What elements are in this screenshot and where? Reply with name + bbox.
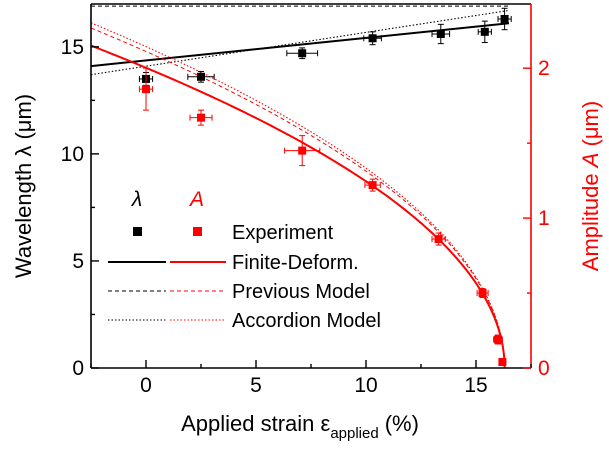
wavelength-marker xyxy=(298,49,307,58)
amplitude-marker xyxy=(197,113,205,122)
legend-header-amplitude: A xyxy=(188,188,204,211)
axes: 0 5 10 15 0 5 10 15 0 1 2 xyxy=(61,3,550,397)
amplitude-marker xyxy=(498,358,507,367)
wavelength-marker xyxy=(436,29,445,38)
wavelength-point xyxy=(363,31,382,46)
amplitude-point xyxy=(476,288,489,299)
right-y-axis-title: Amplitude A (μm) xyxy=(578,101,603,271)
wavelength-accordion-model-line xyxy=(90,9,510,76)
legend-wavelength-marker xyxy=(133,227,142,236)
legend-header-lambda: λ xyxy=(131,188,142,211)
plot-area xyxy=(90,5,512,369)
right-y-axis-title-prefix: Amplitude xyxy=(578,167,603,271)
amplitude-marker xyxy=(478,289,487,298)
legend-entry-label: Previous Model xyxy=(232,281,370,303)
x-axis-title-unit: (%) xyxy=(385,411,419,436)
wavelength-point xyxy=(187,70,215,83)
x-tick-label: 15 xyxy=(464,374,487,397)
legend-entry-label: Experiment xyxy=(232,222,334,244)
amplitude-finite-deform-curve xyxy=(90,44,506,369)
legend-entry-label: Finite-Deform. xyxy=(232,252,359,274)
amplitude-marker xyxy=(434,235,443,244)
right-y-tick-label: 0 xyxy=(538,357,550,380)
amplitude-point xyxy=(189,109,213,126)
wavelength-marker xyxy=(368,34,377,43)
amplitude-marker xyxy=(298,146,307,155)
x-axis-title: Applied strain εapplied (%) xyxy=(181,411,419,442)
amplitude-marker xyxy=(142,85,150,94)
left-y-tick-label: 0 xyxy=(72,357,84,380)
right-y-tick-label: 1 xyxy=(538,207,550,230)
amplitude-accordion-model-curve xyxy=(90,22,506,369)
x-tick-label: 0 xyxy=(140,374,152,397)
legend: λ A Experiment Finite-Deform. Previous Model… xyxy=(108,188,381,332)
wavelength-point xyxy=(286,47,319,60)
x-tick-label: 10 xyxy=(354,374,377,397)
right-y-axis-title-variable: A xyxy=(578,153,603,170)
x-axis-title-main: Applied strain ε xyxy=(181,411,330,436)
axis-labels: Applied strain εapplied (%) Wavelength λ (… xyxy=(11,94,603,442)
wavelength-marker xyxy=(197,72,205,81)
amplitude-marker xyxy=(494,335,502,344)
amplitude-point xyxy=(364,178,381,192)
left-y-axis-title: Wavelength λ (μm) xyxy=(11,94,36,278)
left-y-tick-label: 10 xyxy=(61,143,84,166)
legend-entry-label: Accordion Model xyxy=(232,310,381,332)
amplitude-point xyxy=(138,67,154,111)
amplitude-point xyxy=(493,334,503,345)
x-tick-label: 5 xyxy=(250,374,262,397)
left-y-tick-label: 5 xyxy=(72,250,84,273)
wavelength-point xyxy=(431,23,451,45)
legend-amplitude-marker xyxy=(193,227,202,236)
wavelength-marker xyxy=(480,27,489,36)
wavelength-finite-deform-line xyxy=(90,22,510,68)
amplitude-point xyxy=(284,135,321,167)
right-y-axis-title-unit: (μm) xyxy=(578,101,603,153)
amplitude-marker xyxy=(368,181,377,190)
left-y-tick-label: 15 xyxy=(61,36,84,59)
amplitude-point xyxy=(498,358,507,367)
right-y-tick-label: 2 xyxy=(538,57,550,80)
wavelength-point xyxy=(497,7,512,31)
wavelength-point xyxy=(477,20,492,44)
x-axis-title-subscript: applied xyxy=(330,425,378,442)
wavelength-marker xyxy=(500,14,509,23)
amplitude-point xyxy=(431,232,446,246)
